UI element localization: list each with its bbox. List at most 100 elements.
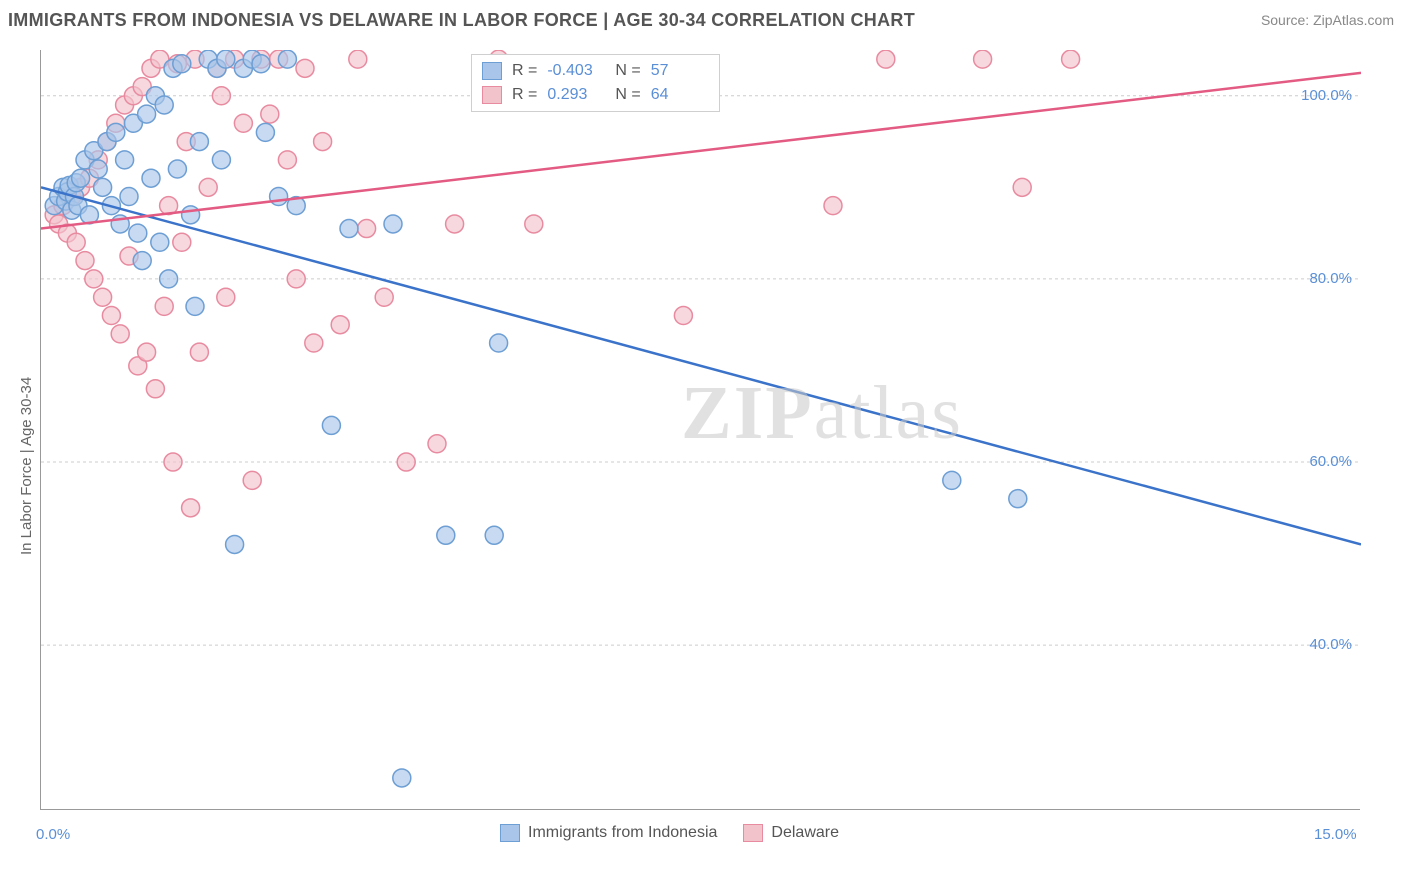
data-point bbox=[212, 87, 230, 105]
source-attribution: Source: ZipAtlas.com bbox=[1261, 12, 1394, 28]
data-point bbox=[349, 50, 367, 68]
legend-swatch bbox=[482, 86, 502, 104]
data-point bbox=[155, 96, 173, 114]
data-point bbox=[146, 380, 164, 398]
x-tick-label-min: 0.0% bbox=[36, 826, 70, 843]
data-point bbox=[287, 270, 305, 288]
data-point bbox=[94, 178, 112, 196]
data-point bbox=[340, 220, 358, 238]
data-point bbox=[138, 343, 156, 361]
data-point bbox=[142, 169, 160, 187]
data-point bbox=[116, 151, 134, 169]
r-label: R = bbox=[512, 86, 537, 104]
data-point bbox=[133, 252, 151, 270]
series-legend-item: Immigrants from Indonesia bbox=[500, 824, 717, 842]
data-point bbox=[72, 169, 90, 187]
series-legend-item: Delaware bbox=[743, 824, 839, 842]
data-point bbox=[877, 50, 895, 68]
data-point bbox=[437, 526, 455, 544]
data-point bbox=[261, 105, 279, 123]
chart-container: IMMIGRANTS FROM INDONESIA VS DELAWARE IN… bbox=[0, 0, 1406, 892]
data-point bbox=[182, 206, 200, 224]
data-point bbox=[485, 526, 503, 544]
data-point bbox=[111, 325, 129, 343]
data-point bbox=[173, 55, 191, 73]
data-point bbox=[151, 233, 169, 251]
data-point bbox=[155, 297, 173, 315]
data-point bbox=[76, 252, 94, 270]
data-point bbox=[256, 123, 274, 141]
data-point bbox=[375, 288, 393, 306]
n-label: N = bbox=[615, 86, 640, 104]
legend-swatch bbox=[482, 62, 502, 80]
data-point bbox=[182, 499, 200, 517]
title-bar: IMMIGRANTS FROM INDONESIA VS DELAWARE IN… bbox=[0, 0, 1406, 40]
data-point bbox=[89, 160, 107, 178]
data-point bbox=[234, 114, 252, 132]
data-point bbox=[397, 453, 415, 471]
data-point bbox=[428, 435, 446, 453]
data-point bbox=[1013, 178, 1031, 196]
data-point bbox=[490, 334, 508, 352]
correlation-legend-row: R = 0.293 N = 64 bbox=[482, 83, 709, 107]
data-point bbox=[525, 215, 543, 233]
data-point bbox=[974, 50, 992, 68]
series-legend: Immigrants from Indonesia Delaware bbox=[500, 824, 839, 842]
data-point bbox=[164, 453, 182, 471]
data-point bbox=[94, 288, 112, 306]
data-point bbox=[314, 133, 332, 151]
data-point bbox=[217, 50, 235, 68]
series-name: Delaware bbox=[771, 824, 839, 842]
n-value: 64 bbox=[651, 86, 709, 104]
legend-swatch bbox=[500, 824, 520, 842]
data-point bbox=[1009, 490, 1027, 508]
data-point bbox=[190, 133, 208, 151]
data-point bbox=[358, 220, 376, 238]
series-name: Immigrants from Indonesia bbox=[528, 824, 717, 842]
r-value: 0.293 bbox=[547, 86, 605, 104]
data-point bbox=[252, 55, 270, 73]
data-point bbox=[278, 151, 296, 169]
r-label: R = bbox=[512, 62, 537, 80]
data-point bbox=[270, 188, 288, 206]
data-point bbox=[243, 471, 261, 489]
data-point bbox=[393, 769, 411, 787]
data-point bbox=[943, 471, 961, 489]
trend-line bbox=[41, 187, 1361, 544]
y-axis-title: In Labor Force | Age 30-34 bbox=[18, 377, 35, 555]
data-point bbox=[160, 270, 178, 288]
plot-area: ZIPatlas R =-0.403N =57R =0.293N =64 bbox=[40, 50, 1360, 810]
correlation-legend-row: R = -0.403 N = 57 bbox=[482, 59, 709, 83]
data-point bbox=[1062, 50, 1080, 68]
data-point bbox=[138, 105, 156, 123]
data-point bbox=[186, 297, 204, 315]
n-label: N = bbox=[615, 62, 640, 80]
legend-swatch bbox=[743, 824, 763, 842]
n-value: 57 bbox=[651, 62, 709, 80]
y-tick-label: 80.0% bbox=[1282, 270, 1352, 287]
data-point bbox=[107, 123, 125, 141]
data-point bbox=[331, 316, 349, 334]
data-point bbox=[120, 188, 138, 206]
data-point bbox=[102, 307, 120, 325]
data-point bbox=[226, 535, 244, 553]
data-point bbox=[199, 178, 217, 196]
data-point bbox=[296, 59, 314, 77]
data-point bbox=[129, 224, 147, 242]
correlation-legend: R = -0.403 N = 57 R = 0.293 N = 64 bbox=[471, 54, 720, 112]
data-point bbox=[217, 288, 235, 306]
chart-title: IMMIGRANTS FROM INDONESIA VS DELAWARE IN… bbox=[8, 10, 915, 31]
data-point bbox=[212, 151, 230, 169]
scatter-svg bbox=[41, 50, 1361, 810]
data-point bbox=[824, 197, 842, 215]
data-point bbox=[67, 233, 85, 251]
data-point bbox=[190, 343, 208, 361]
y-tick-label: 100.0% bbox=[1282, 87, 1352, 104]
y-tick-label: 40.0% bbox=[1282, 636, 1352, 653]
data-point bbox=[446, 215, 464, 233]
data-point bbox=[384, 215, 402, 233]
r-value: -0.403 bbox=[547, 62, 605, 80]
x-tick-label-max: 15.0% bbox=[1314, 826, 1357, 843]
y-tick-label: 60.0% bbox=[1282, 453, 1352, 470]
data-point bbox=[322, 416, 340, 434]
